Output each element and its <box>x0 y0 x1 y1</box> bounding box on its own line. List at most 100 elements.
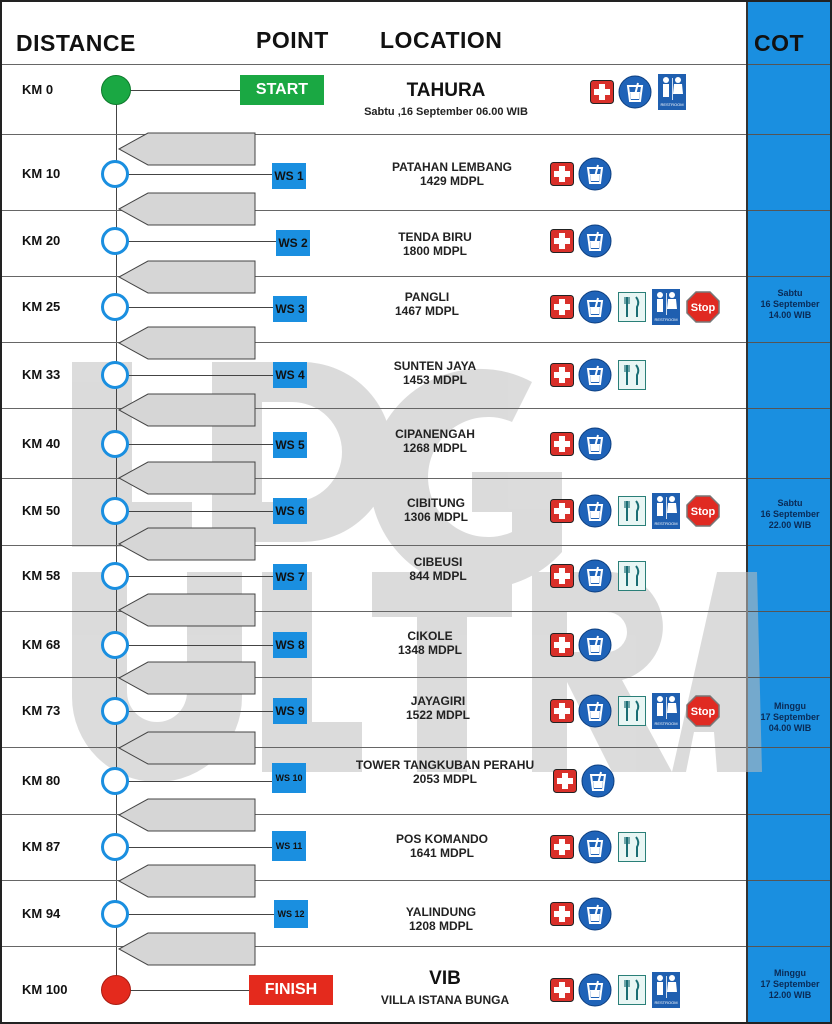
location-text: PANGLI 1467 MDPL <box>317 290 537 318</box>
cot-divider <box>748 880 830 881</box>
restroom-icon: RESTROOM <box>658 74 686 110</box>
row-divider <box>2 276 746 277</box>
connector-line <box>116 711 273 712</box>
location-detail: 1306 MDPL <box>403 510 469 524</box>
connector-line <box>116 307 273 308</box>
distance-label: KM 58 <box>22 568 61 583</box>
arrow-shape <box>118 864 256 898</box>
first-aid-icon <box>550 633 574 657</box>
row-divider <box>2 408 746 409</box>
first-aid-icon <box>590 80 614 104</box>
checkpoint-marker <box>101 227 129 255</box>
water-icon <box>578 694 612 728</box>
first-aid-icon <box>550 229 574 253</box>
stop-icon: Stop <box>686 291 720 323</box>
cot-time: Minggu 17 September 04.00 WIB <box>760 701 820 733</box>
location-name: TAHURA <box>406 80 486 101</box>
checkpoint-marker <box>101 430 129 458</box>
connector-line <box>116 511 273 512</box>
connector-line <box>116 174 272 175</box>
first-aid-icon <box>550 699 574 723</box>
checkpoint-marker <box>101 697 129 725</box>
cot-time: Sabtu 16 September 14.00 WIB <box>760 288 820 320</box>
water-icon <box>578 973 612 1007</box>
row-divider <box>2 545 746 546</box>
distance-label: KM 10 <box>22 166 61 181</box>
location-text: CIBEUSI 844 MDPL <box>328 555 548 583</box>
cot-divider <box>748 134 830 135</box>
connector-line <box>116 847 272 848</box>
first-aid-icon <box>550 432 574 456</box>
location-text: TAHURA Sabtu ,16 September 06.00 WIB <box>336 80 556 119</box>
food-icon <box>618 832 646 862</box>
svg-text:Stop: Stop <box>691 506 716 518</box>
water-station-badge: WS 9 <box>273 698 307 724</box>
row-divider <box>2 64 746 65</box>
location-text: CIPANENGAH 1268 MDPL <box>325 427 545 455</box>
water-icon <box>578 897 612 931</box>
water-icon <box>581 764 615 798</box>
distance-label: KM 73 <box>22 703 61 718</box>
cot-divider <box>748 342 830 343</box>
checkpoint-marker <box>101 631 129 659</box>
restroom-icon: RESTROOM <box>652 972 680 1008</box>
arrow-shape <box>118 527 256 561</box>
connector-line <box>116 576 273 577</box>
water-icon <box>578 290 612 324</box>
water-icon <box>578 157 612 191</box>
arrow-shape <box>118 192 256 226</box>
row-divider <box>2 342 746 343</box>
cot-divider <box>748 677 830 678</box>
food-icon <box>618 561 646 591</box>
location-detail: 1268 MDPL <box>402 441 468 455</box>
stop-icon: Stop <box>686 495 720 527</box>
water-station-badge: WS 7 <box>273 564 307 590</box>
food-icon <box>618 496 646 526</box>
water-icon <box>578 494 612 528</box>
location-detail: 1522 MDPL <box>405 708 471 722</box>
location-text: PATAHAN LEMBANG 1429 MDPL <box>342 160 562 188</box>
location-name: CIBITUNG <box>407 496 465 510</box>
row-divider <box>2 611 746 612</box>
location-text: TOWER TANGKUBAN PERAHU 2053 MDPL <box>335 758 555 786</box>
water-station-badge: WS 11 <box>272 831 306 861</box>
connector-line <box>116 645 273 646</box>
cot-column <box>746 2 830 1022</box>
header-distance: DISTANCE <box>16 30 136 56</box>
water-station-badge: WS 10 <box>272 763 306 793</box>
connector-line <box>116 444 273 445</box>
checkpoint-marker <box>101 497 129 525</box>
first-aid-icon <box>550 363 574 387</box>
cot-divider <box>748 611 830 612</box>
start-badge: START <box>240 75 324 105</box>
cot-divider <box>748 814 830 815</box>
water-icon <box>578 224 612 258</box>
location-name: TENDA BIRU <box>398 230 472 244</box>
checkpoint-marker <box>101 562 129 590</box>
location-name: CIKOLE <box>407 629 453 643</box>
arrow-shape <box>118 593 256 627</box>
food-icon <box>618 360 646 390</box>
checkpoint-marker <box>101 833 129 861</box>
row-divider <box>2 677 746 678</box>
svg-text:RESTROOM: RESTROOM <box>654 721 677 726</box>
first-aid-icon <box>550 499 574 523</box>
cot-time: Sabtu 16 September 22.00 WIB <box>760 498 820 530</box>
water-station-badge: WS 5 <box>273 432 307 458</box>
row-divider <box>2 210 746 211</box>
location-text: CIKOLE 1348 MDPL <box>320 629 540 657</box>
distance-label: KM 50 <box>22 503 61 518</box>
location-text: CIBITUNG 1306 MDPL <box>326 496 546 524</box>
water-station-badge: WS 4 <box>273 362 307 388</box>
food-icon <box>618 696 646 726</box>
distance-label: KM 100 <box>22 982 68 997</box>
finish-marker <box>101 975 131 1005</box>
cot-time: Minggu 17 September 12.00 WIB <box>760 968 820 1000</box>
distance-label: KM 80 <box>22 773 61 788</box>
location-name: VIB <box>429 968 461 989</box>
location-detail: 1453 MDPL <box>402 373 468 387</box>
water-station-badge: WS 2 <box>276 230 310 256</box>
distance-label: KM 94 <box>22 906 61 921</box>
first-aid-icon <box>550 835 574 859</box>
